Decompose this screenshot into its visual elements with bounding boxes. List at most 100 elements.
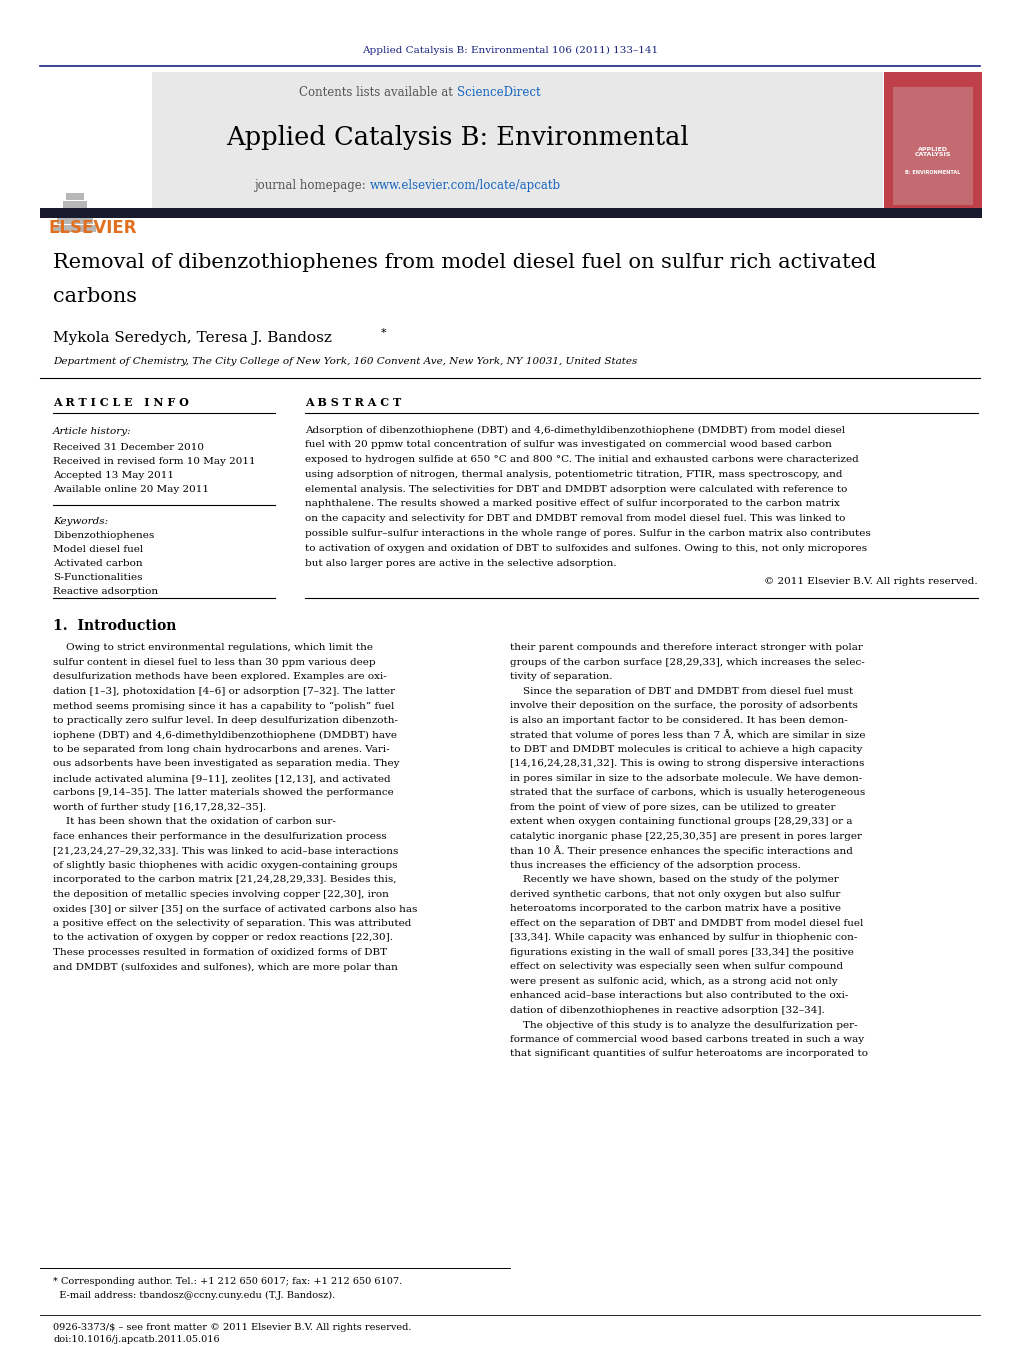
Text: doi:10.1016/j.apcatb.2011.05.016: doi:10.1016/j.apcatb.2011.05.016 — [53, 1336, 220, 1344]
Text: strated that the surface of carbons, which is usually heterogeneous: strated that the surface of carbons, whi… — [510, 789, 865, 797]
Text: to be separated from long chain hydrocarbons and arenes. Vari-: to be separated from long chain hydrocar… — [53, 744, 390, 754]
Text: include activated alumina [9–11], zeolites [12,13], and activated: include activated alumina [9–11], zeolit… — [53, 774, 391, 784]
Text: to the activation of oxygen by copper or redox reactions [22,30].: to the activation of oxygen by copper or… — [53, 934, 393, 943]
Text: were present as sulfonic acid, which, as a strong acid not only: were present as sulfonic acid, which, as… — [510, 977, 837, 986]
Text: 1.  Introduction: 1. Introduction — [53, 619, 177, 634]
Text: formance of commercial wood based carbons treated in such a way: formance of commercial wood based carbon… — [510, 1035, 864, 1044]
Text: Since the separation of DBT and DMDBT from diesel fuel must: Since the separation of DBT and DMDBT fr… — [510, 688, 854, 696]
Text: It has been shown that the oxidation of carbon sur-: It has been shown that the oxidation of … — [53, 817, 336, 827]
Text: The objective of this study is to analyze the desulfurization per-: The objective of this study is to analyz… — [510, 1020, 858, 1029]
Text: tivity of separation.: tivity of separation. — [510, 673, 613, 681]
Text: Accepted 13 May 2011: Accepted 13 May 2011 — [53, 471, 174, 481]
Text: journal homepage:: journal homepage: — [254, 178, 370, 192]
Text: dation [1–3], photoxidation [4–6] or adsorption [7–32]. The latter: dation [1–3], photoxidation [4–6] or ads… — [53, 688, 395, 696]
Text: incorporated to the carbon matrix [21,24,28,29,33]. Besides this,: incorporated to the carbon matrix [21,24… — [53, 875, 396, 885]
Text: Applied Catalysis B: Environmental 106 (2011) 133–141: Applied Catalysis B: Environmental 106 (… — [361, 46, 659, 54]
Text: * Corresponding author. Tel.: +1 212 650 6017; fax: +1 212 650 6107.: * Corresponding author. Tel.: +1 212 650… — [53, 1278, 402, 1286]
Text: the deposition of metallic species involving copper [22,30], iron: the deposition of metallic species invol… — [53, 890, 389, 898]
Text: involve their deposition on the surface, the porosity of adsorbents: involve their deposition on the surface,… — [510, 701, 858, 711]
Text: enhanced acid–base interactions but also contributed to the oxi-: enhanced acid–base interactions but also… — [510, 992, 848, 1001]
Text: exposed to hydrogen sulfide at 650 °C and 800 °C. The initial and exhausted carb: exposed to hydrogen sulfide at 650 °C an… — [305, 455, 859, 465]
Text: to practically zero sulfur level. In deep desulfurization dibenzoth-: to practically zero sulfur level. In dee… — [53, 716, 398, 725]
FancyBboxPatch shape — [54, 226, 96, 232]
Text: groups of the carbon surface [28,29,33], which increases the selec-: groups of the carbon surface [28,29,33],… — [510, 658, 865, 667]
Text: using adsorption of nitrogen, thermal analysis, potentiometric titration, FTIR, : using adsorption of nitrogen, thermal an… — [305, 470, 842, 478]
Text: These processes resulted in formation of oxidized forms of DBT: These processes resulted in formation of… — [53, 948, 387, 957]
Text: Applied Catalysis B: Environmental: Applied Catalysis B: Environmental — [226, 126, 688, 150]
Text: Adsorption of dibenzothiophene (DBT) and 4,6-dimethyldibenzothiophene (DMDBT) fr: Adsorption of dibenzothiophene (DBT) and… — [305, 426, 845, 435]
Text: effect on the separation of DBT and DMDBT from model diesel fuel: effect on the separation of DBT and DMDB… — [510, 919, 864, 928]
Text: iophene (DBT) and 4,6-dimethyldibenzothiophene (DMDBT) have: iophene (DBT) and 4,6-dimethyldibenzothi… — [53, 731, 397, 739]
Text: figurations existing in the wall of small pores [33,34] the positive: figurations existing in the wall of smal… — [510, 948, 854, 957]
Text: effect on selectivity was especially seen when sulfur compound: effect on selectivity was especially see… — [510, 962, 843, 971]
Text: desulfurization methods have been explored. Examples are oxi-: desulfurization methods have been explor… — [53, 673, 387, 681]
Text: ELSEVIER: ELSEVIER — [48, 219, 137, 236]
Text: extent when oxygen containing functional groups [28,29,33] or a: extent when oxygen containing functional… — [510, 817, 853, 827]
Text: to DBT and DMDBT molecules is critical to achieve a high capacity: to DBT and DMDBT molecules is critical t… — [510, 744, 863, 754]
Text: [21,23,24,27–29,32,33]. This was linked to acid–base interactions: [21,23,24,27–29,32,33]. This was linked … — [53, 847, 398, 855]
Text: Removal of dibenzothiophenes from model diesel fuel on sulfur rich activated: Removal of dibenzothiophenes from model … — [53, 253, 876, 272]
Text: on the capacity and selectivity for DBT and DMDBT removal from model diesel fuel: on the capacity and selectivity for DBT … — [305, 515, 845, 523]
Text: than 10 Å. Their presence enhances the specific interactions and: than 10 Å. Their presence enhances the s… — [510, 846, 853, 857]
Text: Dibenzothiophenes: Dibenzothiophenes — [53, 531, 154, 540]
FancyBboxPatch shape — [63, 201, 87, 208]
Text: thus increases the efficiency of the adsorption process.: thus increases the efficiency of the ads… — [510, 861, 800, 870]
Text: elemental analysis. The selectivities for DBT and DMDBT adsorption were calculat: elemental analysis. The selectivities fo… — [305, 485, 847, 493]
FancyBboxPatch shape — [40, 208, 982, 218]
Text: their parent compounds and therefore interact stronger with polar: their parent compounds and therefore int… — [510, 643, 863, 653]
Text: 0926-3373/$ – see front matter © 2011 Elsevier B.V. All rights reserved.: 0926-3373/$ – see front matter © 2011 El… — [53, 1323, 411, 1332]
FancyBboxPatch shape — [57, 218, 93, 224]
Text: is also an important factor to be considered. It has been demon-: is also an important factor to be consid… — [510, 716, 847, 725]
Text: in pores similar in size to the adsorbate molecule. We have demon-: in pores similar in size to the adsorbat… — [510, 774, 863, 784]
Text: strated that volume of pores less than 7 Å, which are similar in size: strated that volume of pores less than 7… — [510, 730, 866, 740]
Text: Owing to strict environmental regulations, which limit the: Owing to strict environmental regulation… — [53, 643, 373, 653]
Text: Received 31 December 2010: Received 31 December 2010 — [53, 443, 204, 451]
Text: that significant quantities of sulfur heteroatoms are incorporated to: that significant quantities of sulfur he… — [510, 1050, 868, 1058]
Text: B: ENVIRONMENTAL: B: ENVIRONMENTAL — [906, 169, 961, 174]
Text: A R T I C L E   I N F O: A R T I C L E I N F O — [53, 397, 189, 408]
Text: face enhances their performance in the desulfurization process: face enhances their performance in the d… — [53, 832, 387, 842]
Text: E-mail address: tbandosz@ccny.cuny.edu (T.J. Bandosz).: E-mail address: tbandosz@ccny.cuny.edu (… — [53, 1290, 335, 1300]
Text: ScienceDirect: ScienceDirect — [457, 85, 541, 99]
Text: but also larger pores are active in the selective adsorption.: but also larger pores are active in the … — [305, 559, 617, 567]
Text: © 2011 Elsevier B.V. All rights reserved.: © 2011 Elsevier B.V. All rights reserved… — [765, 577, 978, 586]
FancyBboxPatch shape — [60, 209, 90, 216]
Text: Mykola Seredych, Teresa J. Bandosz: Mykola Seredych, Teresa J. Bandosz — [53, 331, 332, 345]
Text: Department of Chemistry, The City College of New York, 160 Convent Ave, New York: Department of Chemistry, The City Colleg… — [53, 358, 637, 366]
Text: carbons: carbons — [53, 286, 137, 305]
Text: Recently we have shown, based on the study of the polymer: Recently we have shown, based on the stu… — [510, 875, 838, 885]
Text: Model diesel fuel: Model diesel fuel — [53, 546, 143, 554]
FancyBboxPatch shape — [66, 193, 84, 200]
Text: Received in revised form 10 May 2011: Received in revised form 10 May 2011 — [53, 458, 255, 466]
Text: [14,16,24,28,31,32]. This is owing to strong dispersive interactions: [14,16,24,28,31,32]. This is owing to st… — [510, 759, 865, 769]
FancyBboxPatch shape — [40, 72, 152, 209]
Text: www.elsevier.com/locate/apcatb: www.elsevier.com/locate/apcatb — [370, 178, 562, 192]
Text: method seems promising since it has a capability to “polish” fuel: method seems promising since it has a ca… — [53, 701, 394, 711]
Text: naphthalene. The results showed a marked positive effect of sulfur incorporated : naphthalene. The results showed a marked… — [305, 500, 840, 508]
Text: carbons [9,14–35]. The latter materials showed the performance: carbons [9,14–35]. The latter materials … — [53, 789, 394, 797]
Text: catalytic inorganic phase [22,25,30,35] are present in pores larger: catalytic inorganic phase [22,25,30,35] … — [510, 832, 862, 842]
Text: oxides [30] or silver [35] on the surface of activated carbons also has: oxides [30] or silver [35] on the surfac… — [53, 905, 418, 913]
Text: to activation of oxygen and oxidation of DBT to sulfoxides and sulfones. Owing t: to activation of oxygen and oxidation of… — [305, 544, 867, 553]
Text: ous adsorbents have been investigated as separation media. They: ous adsorbents have been investigated as… — [53, 759, 399, 769]
Text: worth of further study [16,17,28,32–35].: worth of further study [16,17,28,32–35]. — [53, 802, 266, 812]
Text: Contents lists available at: Contents lists available at — [299, 85, 457, 99]
Text: from the point of view of pore sizes, can be utilized to greater: from the point of view of pore sizes, ca… — [510, 802, 835, 812]
Text: Keywords:: Keywords: — [53, 516, 108, 526]
Text: Article history:: Article history: — [53, 427, 132, 436]
Text: dation of dibenzothiophenes in reactive adsorption [32–34].: dation of dibenzothiophenes in reactive … — [510, 1006, 825, 1015]
Text: of slightly basic thiophenes with acidic oxygen-containing groups: of slightly basic thiophenes with acidic… — [53, 861, 397, 870]
Text: heteroatoms incorporated to the carbon matrix have a positive: heteroatoms incorporated to the carbon m… — [510, 905, 841, 913]
Text: fuel with 20 ppmw total concentration of sulfur was investigated on commercial w: fuel with 20 ppmw total concentration of… — [305, 440, 832, 450]
Text: derived synthetic carbons, that not only oxygen but also sulfur: derived synthetic carbons, that not only… — [510, 890, 840, 898]
FancyBboxPatch shape — [884, 72, 982, 209]
Text: a positive effect on the selectivity of separation. This was attributed: a positive effect on the selectivity of … — [53, 919, 411, 928]
Text: A B S T R A C T: A B S T R A C T — [305, 397, 401, 408]
FancyBboxPatch shape — [40, 72, 883, 209]
Text: S-Functionalities: S-Functionalities — [53, 574, 143, 582]
Text: Reactive adsorption: Reactive adsorption — [53, 588, 158, 597]
FancyBboxPatch shape — [893, 86, 973, 205]
Text: Available online 20 May 2011: Available online 20 May 2011 — [53, 485, 209, 494]
Text: APPLIED
CATALYSIS: APPLIED CATALYSIS — [915, 147, 952, 158]
Text: and DMDBT (sulfoxides and sulfones), which are more polar than: and DMDBT (sulfoxides and sulfones), whi… — [53, 962, 398, 971]
